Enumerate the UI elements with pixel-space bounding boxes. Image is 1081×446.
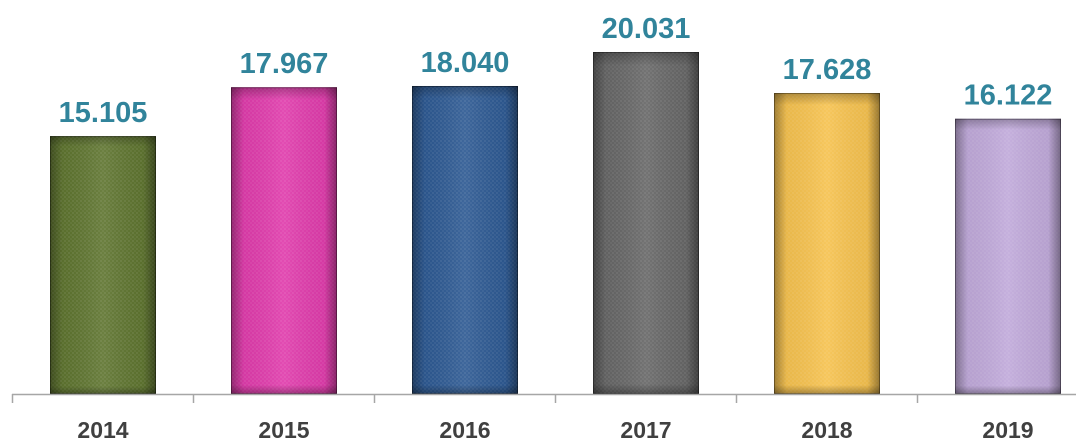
x-tick-label-2018: 2018 bbox=[801, 417, 852, 443]
bar-shade-vertical bbox=[593, 52, 699, 394]
bar-shade-vertical bbox=[50, 136, 156, 394]
x-tick-label-2016: 2016 bbox=[439, 417, 490, 443]
x-tick-label-2017: 2017 bbox=[620, 417, 671, 443]
x-axis bbox=[12, 394, 1081, 403]
bar-shade-vertical bbox=[412, 86, 518, 394]
x-tick-label-2015: 2015 bbox=[258, 417, 309, 443]
data-label-2014: 15.105 bbox=[59, 97, 148, 129]
data-label-2017: 20.031 bbox=[602, 13, 691, 45]
bar-2014 bbox=[50, 136, 156, 394]
data-label-2019: 16.122 bbox=[964, 80, 1053, 112]
x-tick-label-2019: 2019 bbox=[982, 417, 1033, 443]
bar-2015 bbox=[231, 87, 337, 394]
x-tick-label-2014: 2014 bbox=[77, 417, 128, 443]
bars-layer bbox=[50, 52, 1061, 394]
labels-layer: 15.105 2014 17.967 2015 18.040 2016 20.031 2017… bbox=[59, 13, 1053, 443]
bar-2016 bbox=[412, 86, 518, 394]
bar-shade-vertical bbox=[774, 93, 880, 394]
bar-shade-vertical bbox=[231, 87, 337, 394]
data-label-2018: 17.628 bbox=[783, 54, 872, 86]
data-label-2016: 18.040 bbox=[421, 47, 510, 79]
bar-2018 bbox=[774, 93, 880, 394]
data-label-2015: 17.967 bbox=[240, 48, 329, 80]
bar-shade-vertical bbox=[955, 119, 1061, 394]
bar-2019 bbox=[955, 119, 1061, 394]
bar-2017 bbox=[593, 52, 699, 394]
